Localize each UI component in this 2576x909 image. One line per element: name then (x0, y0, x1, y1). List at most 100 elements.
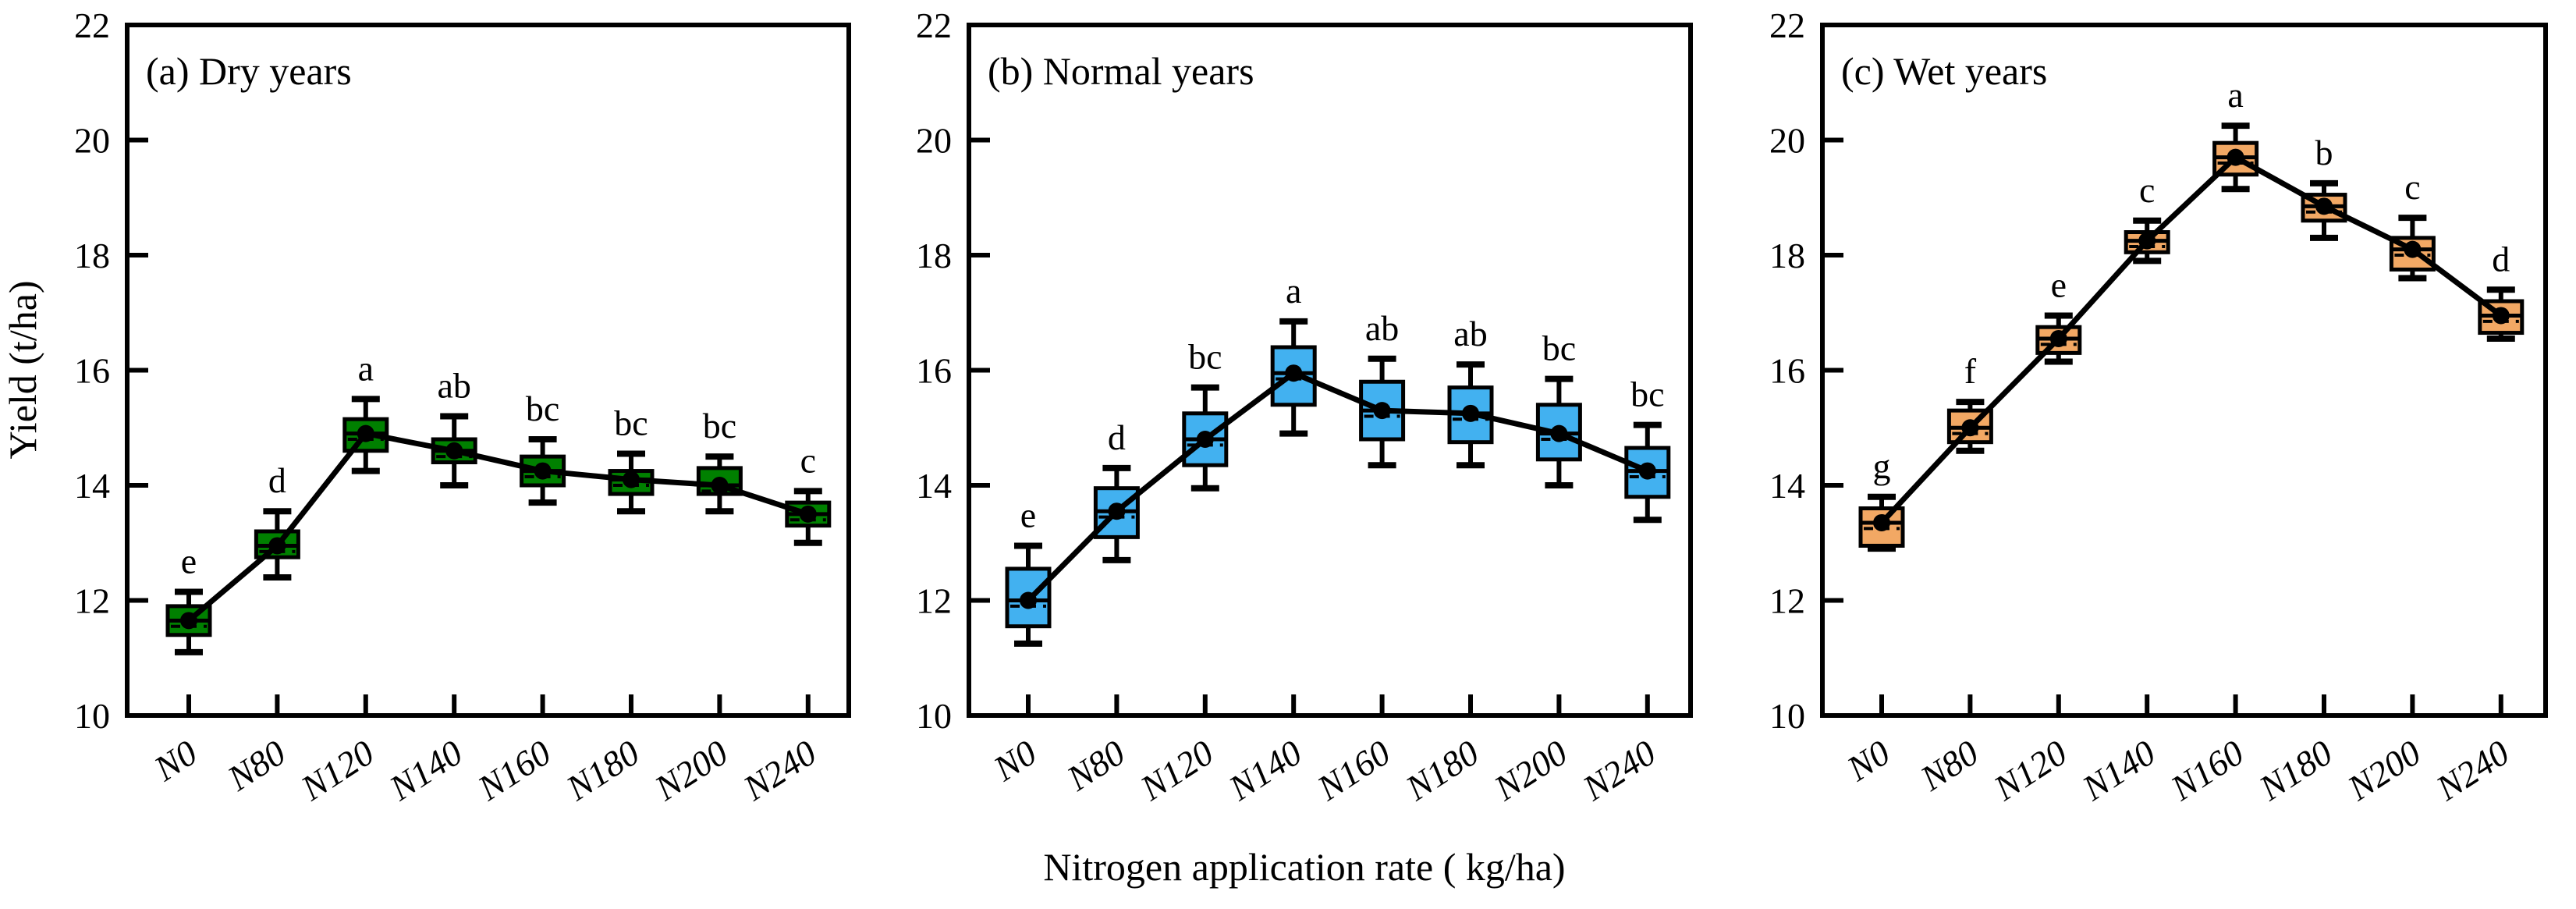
sig-letter: ab (1453, 314, 1487, 353)
y-tick-label: 20 (74, 121, 110, 161)
mean-dot (623, 470, 640, 488)
x-tick-label: N140 (1221, 733, 1308, 809)
mean-dot (1873, 513, 1890, 531)
x-tick-label: N0 (986, 733, 1044, 790)
mean-dot (445, 442, 463, 460)
y-axis-title: Yield (t/ha) (1, 280, 44, 459)
sig-letter: d (1108, 417, 1126, 457)
mean-dot (2492, 307, 2510, 325)
panel-a: 10 12 14 16 18 20 22 N0 N80 N120 N140 N160 N180 N200 N… (74, 5, 851, 809)
sig-letter: e (2051, 265, 2067, 304)
sig-letter: a (1286, 271, 1301, 311)
y-tick-label: 18 (916, 236, 952, 275)
mean-dot (2315, 197, 2333, 215)
mean-trend-line (1026, 370, 1649, 602)
sig-letter: c (800, 440, 816, 480)
x-tick-label: N240 (2429, 733, 2516, 809)
panel-c: 10 12 14 16 18 20 22 N0 N80 N120 N140 N160 N180 N200 N… (1769, 5, 2548, 809)
panel-frame (1820, 23, 2548, 718)
x-tick-label: N140 (2074, 733, 2162, 809)
x-tick-label: N80 (1059, 733, 1132, 799)
y-tick-label: 22 (74, 5, 110, 45)
x-tick-label: N140 (381, 733, 469, 809)
x-tick-label: N160 (2163, 733, 2251, 809)
mean-dot (1196, 431, 1214, 448)
mean-dot (1550, 424, 1568, 442)
panel-a-title: (a) Dry years (146, 49, 352, 93)
mean-dot (711, 477, 729, 494)
x-tick-label: N180 (2251, 733, 2339, 809)
y-tick-label: 10 (74, 696, 110, 736)
mean-dot (534, 462, 552, 480)
panel-frame (967, 23, 1693, 718)
mean-trend-line (1879, 154, 2503, 525)
sig-letter: d (268, 460, 286, 500)
x-tick-label: N240 (1575, 733, 1662, 809)
sig-letter: f (1964, 351, 1977, 391)
mean-dot (357, 424, 374, 442)
y-tick-label: 10 (916, 696, 952, 736)
mean-dot (1961, 419, 1979, 437)
x-tick-label: N160 (470, 733, 558, 809)
x-axis-title: Nitrogen application rate ( kg/ha) (1043, 845, 1565, 889)
y-tick-label: 20 (1769, 121, 1805, 161)
mean-dot (799, 505, 817, 523)
mean-dot (2049, 329, 2067, 347)
mean-dot (1020, 591, 1037, 609)
sig-letter: b (2315, 133, 2333, 172)
sig-letter: e (181, 541, 197, 581)
sig-letter: bc (1542, 328, 1576, 368)
mean-dot (2227, 148, 2244, 166)
sig-letter: e (1020, 495, 1036, 534)
box-N0 (1005, 566, 1052, 629)
x-tick-label: N0 (147, 733, 204, 790)
x-tick-label: N80 (220, 733, 293, 799)
y-tick-label: 22 (1769, 5, 1805, 45)
panel-b: 10 12 14 16 18 20 22 N0 N80 N120 N140 N160 N180 N200 N… (916, 5, 1693, 809)
sig-letter: c (2139, 170, 2155, 210)
panel-c-title: (c) Wet years (1841, 49, 2047, 93)
sig-letter: ab (437, 366, 470, 406)
mean-dot (180, 612, 197, 630)
x-tick-label: N80 (1913, 733, 1985, 799)
y-tick-label: 16 (1769, 351, 1805, 391)
y-tick-label: 12 (916, 581, 952, 621)
x-tick-label: N200 (2340, 733, 2428, 809)
sig-letter: bc (526, 389, 559, 428)
sig-letter: bc (614, 403, 648, 442)
mean-dot (2404, 240, 2422, 258)
x-tick-label: N200 (1487, 733, 1574, 809)
mean-dot (1108, 502, 1126, 520)
sig-letter: ab (1365, 308, 1399, 348)
y-tick-label: 18 (74, 236, 110, 275)
y-tick-label: 12 (1769, 581, 1805, 621)
mean-dot (2138, 232, 2156, 250)
y-tick-label: 10 (1769, 696, 1805, 736)
y-tick-label: 14 (74, 466, 110, 506)
mean-dot (268, 537, 286, 555)
x-tick-label: N200 (648, 733, 735, 809)
mean-dot (1462, 404, 1479, 422)
y-tick-label: 16 (74, 351, 110, 391)
sig-letter: c (2404, 167, 2420, 207)
mean-dot (1373, 402, 1391, 420)
sig-letter: a (358, 348, 374, 388)
y-tick-label: 14 (1769, 466, 1805, 506)
sig-letter: bc (1188, 337, 1222, 377)
x-tick-label: N120 (1133, 733, 1220, 809)
panel-b-title: (b) Normal years (988, 49, 1254, 93)
y-tick-label: 22 (916, 5, 952, 45)
panel-frame (125, 23, 851, 718)
x-tick-label: N120 (293, 733, 381, 809)
mean-dot (1285, 364, 1303, 382)
x-tick-label: N0 (1840, 733, 1897, 790)
sig-letter: a (2227, 75, 2243, 115)
y-tick-label: 18 (1769, 236, 1805, 275)
y-tick-label: 12 (74, 581, 110, 621)
y-tick-label: 20 (916, 121, 952, 161)
sig-letter: g (1873, 446, 1891, 486)
sig-letter: bc (703, 406, 736, 446)
y-tick-label: 16 (916, 351, 952, 391)
